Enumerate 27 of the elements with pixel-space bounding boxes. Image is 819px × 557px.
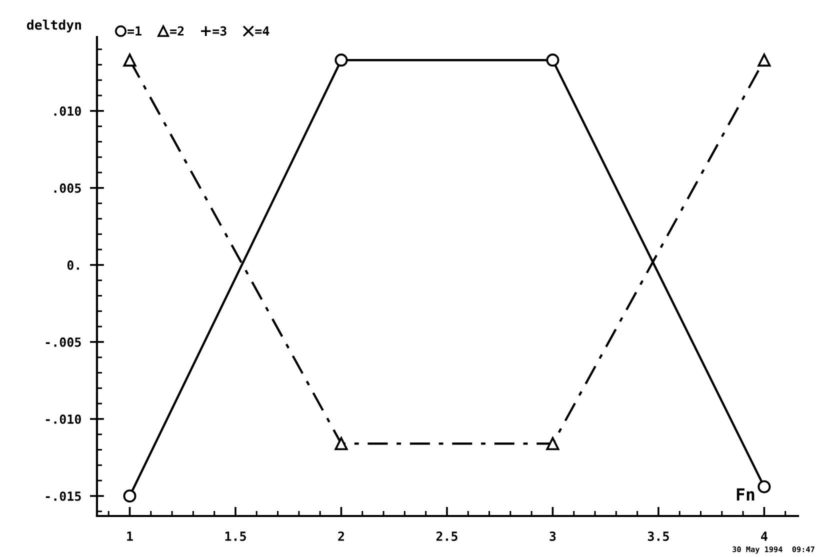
x-tick-label: 4 xyxy=(761,532,768,541)
x-tick-label: 3 xyxy=(550,532,556,541)
y-tick-label: -.010 xyxy=(46,414,81,424)
legend-label: =2 xyxy=(170,26,184,36)
point xyxy=(546,54,560,67)
y-tick-label: 0. xyxy=(67,260,79,270)
x-tick-label: 1.5 xyxy=(225,532,246,541)
y-tick-label: .010 xyxy=(54,106,81,116)
x-tick-label: 2 xyxy=(338,532,344,541)
point xyxy=(334,437,348,450)
point xyxy=(758,480,771,494)
point xyxy=(758,54,771,67)
point xyxy=(123,489,136,503)
y-tick-label: .005 xyxy=(54,183,81,193)
x-tick-label: 2.5 xyxy=(436,532,458,541)
legend-label: =1 xyxy=(128,26,142,36)
y-tick-label: -.015 xyxy=(46,491,81,501)
point xyxy=(546,437,560,450)
x-tick-label: 3.5 xyxy=(648,532,669,541)
legend-label: =4 xyxy=(255,26,270,36)
y-tick-label: -.005 xyxy=(46,337,81,347)
legend-label: =3 xyxy=(212,26,226,36)
x-tick-label: 1 xyxy=(127,532,133,541)
x-axis-title: Fn xyxy=(736,488,754,500)
point xyxy=(123,54,136,67)
y-axis-title: deltdyn xyxy=(26,20,81,32)
point xyxy=(334,54,348,67)
